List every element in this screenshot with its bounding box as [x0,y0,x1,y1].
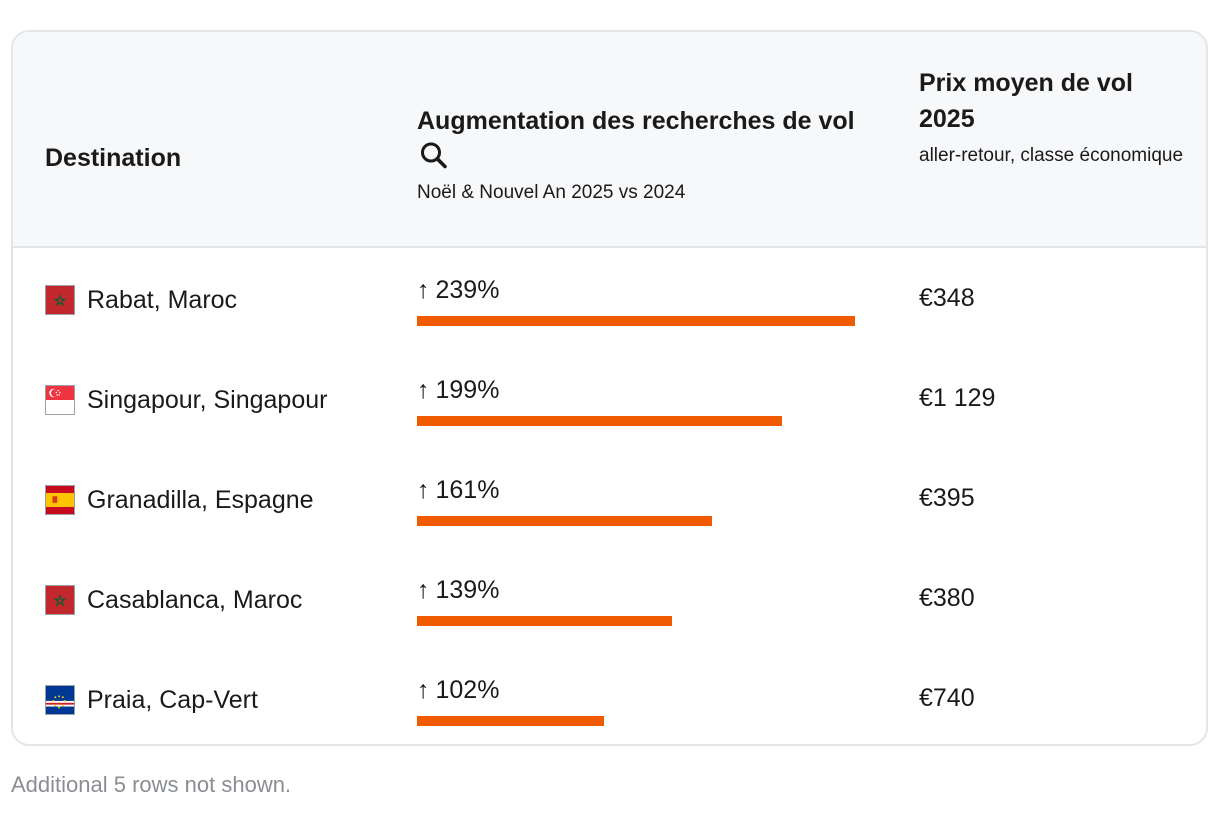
increase-bar [417,516,712,526]
increase-cell: ↑ 161% [417,476,499,505]
increase-bar [417,316,855,326]
magnifier-icon [421,142,447,169]
up-arrow-icon: ↑ [417,576,430,604]
destination-label: Praia, Cap-Vert [87,685,258,714]
table-header: Destination Augmentation des recherches … [13,32,1206,248]
up-arrow-icon: ↑ [417,676,430,704]
increase-cell: ↑ 199% [417,376,499,405]
table-row: Rabat, Maroc ↑ 239% €348 [13,248,1206,348]
search-increase-subtitle: Noël & Nouvel An 2025 vs 2024 [417,182,686,203]
table-body: Rabat, Maroc ↑ 239% €348 Singapour, Singa… [13,248,1206,744]
increase-cell: ↑ 102% [417,676,499,705]
increase-bar [417,416,782,426]
price-cell: €380 [919,584,975,612]
cape-verde-flag-icon [45,685,75,715]
increase-bar [417,716,604,726]
price-title: Prix moyen de vol 2025 [919,69,1133,133]
up-arrow-icon: ↑ [417,476,430,504]
destinations-table: Destination Augmentation des recherches … [11,30,1208,746]
destination-column-header: Destination [45,144,182,172]
destination-label: Singapour, Singapour [87,385,328,414]
singapore-flag-icon [45,385,75,415]
table-row: Singapour, Singapour ↑ 199% €1 129 [13,348,1206,448]
morocco-flag-icon [45,585,75,615]
increase-value: 161% [435,476,500,504]
price-cell: €740 [919,684,975,712]
table-row: Praia, Cap-Vert ↑ 102% €740 [13,648,1206,744]
price-cell: €1 129 [919,384,996,412]
increase-bar [417,616,672,626]
increase-value: 239% [435,276,500,304]
increase-value: 139% [435,576,500,604]
morocco-flag-icon [45,285,75,315]
spain-flag-icon [45,485,75,515]
search-increase-column-header: Augmentation des recherches de vol Noël … [417,103,877,211]
destination-label: Granadilla, Espagne [87,485,314,514]
destination-label: Rabat, Maroc [87,285,238,314]
up-arrow-icon: ↑ [417,376,430,404]
destination-cell: Praia, Cap-Vert [45,684,258,716]
increase-value: 199% [435,376,500,404]
table-row: Granadilla, Espagne ↑ 161% €395 [13,448,1206,548]
price-cell: €348 [919,284,975,312]
search-increase-title: Augmentation des recherches de vol [417,107,855,135]
price-subtitle: aller-retour, classe économique [919,145,1184,166]
destination-cell: Casablanca, Maroc [45,584,302,616]
increase-value: 102% [435,676,500,704]
increase-cell: ↑ 139% [417,576,499,605]
destination-cell: Singapour, Singapour [45,384,327,416]
destination-cell: Granadilla, Espagne [45,484,314,516]
rows-hidden-note: Additional 5 rows not shown. [11,772,292,797]
price-cell: €395 [919,484,975,512]
destination-cell: Rabat, Maroc [45,284,237,316]
destination-label: Casablanca, Maroc [87,585,303,614]
up-arrow-icon: ↑ [417,276,430,304]
table-row: Casablanca, Maroc ↑ 139% €380 [13,548,1206,648]
increase-cell: ↑ 239% [417,276,499,305]
price-column-header: Prix moyen de vol 2025 aller-retour, cla… [919,65,1189,175]
